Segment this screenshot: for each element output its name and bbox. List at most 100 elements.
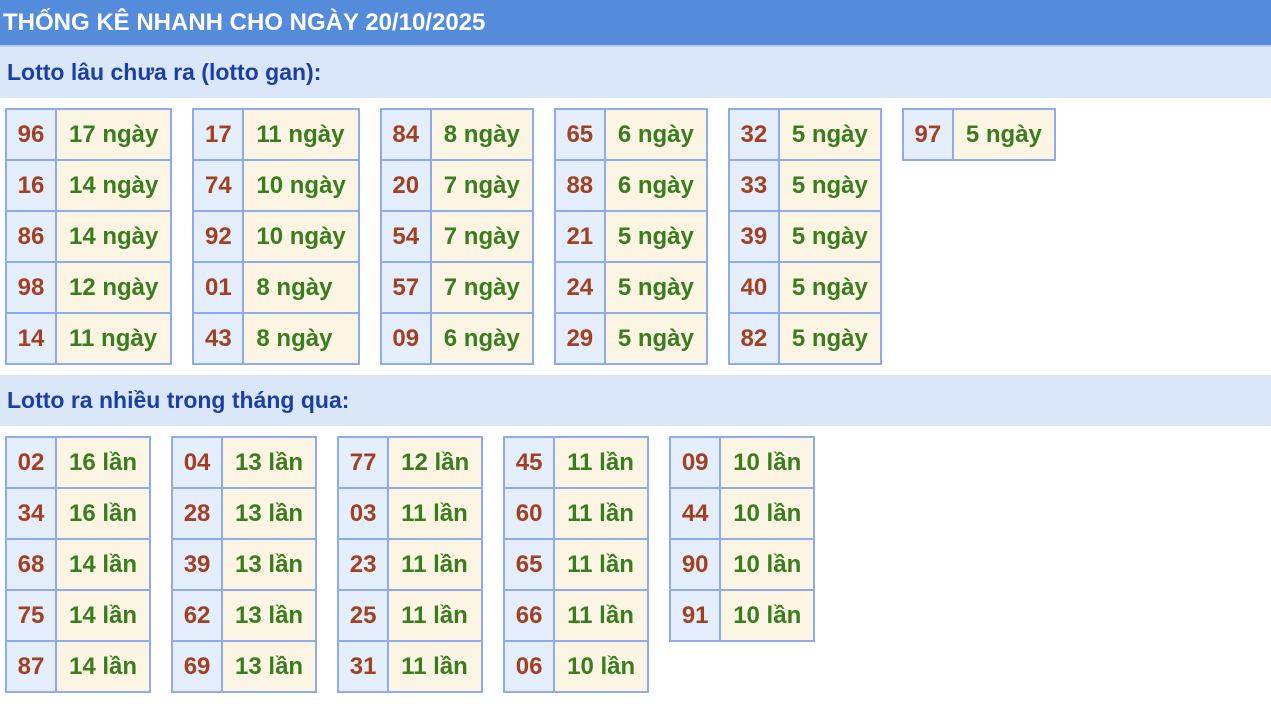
table-row: 34 16 lần (5, 487, 152, 540)
table-row: 39 5 ngày (727, 210, 882, 263)
lotto-count: 6 ngày (603, 108, 708, 161)
lotto-number: 92 (192, 210, 245, 263)
table-row: 75 14 lần (5, 589, 152, 642)
table-row: 29 5 ngày (553, 312, 708, 365)
lotto-number: 23 (337, 538, 390, 591)
table-row: 03 11 lần (337, 487, 484, 540)
table-row: 17 11 ngày (192, 108, 360, 161)
page-title: THỐNG KÊ NHANH CHO NGÀY 20/10/2025 (0, 0, 1271, 47)
table-row: 21 5 ngày (553, 210, 708, 263)
lotto-number: 87 (5, 640, 57, 693)
lotto-count: 14 ngày (54, 159, 173, 212)
lotto-count: 5 ngày (603, 210, 708, 263)
lotto-count: 10 ngày (242, 210, 360, 263)
lotto-number: 60 (503, 487, 556, 540)
lotto-count: 8 ngày (242, 312, 360, 365)
lotto-number: 75 (5, 589, 57, 642)
lotto-count: 16 lần (54, 487, 152, 540)
table-row: 84 8 ngày (379, 108, 534, 161)
lotto-count: 14 ngày (54, 210, 173, 263)
lotto-number: 98 (5, 261, 57, 314)
lotto-number: 65 (503, 538, 556, 591)
lotto-number: 03 (337, 487, 390, 540)
table-row: 66 11 lần (503, 589, 650, 642)
lotto-count: 11 lần (553, 487, 650, 540)
lotto-count: 5 ngày (777, 312, 882, 365)
table-row: 65 11 lần (503, 538, 650, 591)
lotto-count: 5 ngày (777, 108, 882, 161)
lotto-number: 44 (669, 487, 722, 540)
table-row: 16 14 ngày (5, 159, 173, 212)
lotto-count: 12 lần (387, 436, 484, 489)
lotto-count: 7 ngày (429, 210, 534, 263)
lotto-count: 17 ngày (54, 108, 173, 161)
table-row: 96 17 ngày (5, 108, 173, 161)
lotto-count: 10 ngày (242, 159, 360, 212)
lotto-number: 32 (727, 108, 780, 161)
lotto-count: 11 lần (387, 640, 484, 693)
table-row: 09 6 ngày (379, 312, 534, 365)
lotto-number: 31 (337, 640, 390, 693)
table-row: 02 16 lần (5, 436, 152, 489)
lotto-number: 69 (171, 640, 224, 693)
lotto-count: 7 ngày (429, 261, 534, 314)
nhieu-table: 02 16 lần 34 16 lần 68 14 lần 75 14 lần 87 14 lần (5, 436, 152, 693)
lotto-number: 28 (171, 487, 224, 540)
table-row: 43 8 ngày (192, 312, 360, 365)
lotto-number: 34 (5, 487, 57, 540)
lotto-count: 13 lần (221, 487, 318, 540)
lotto-number: 62 (171, 589, 224, 642)
lotto-count: 11 lần (387, 538, 484, 591)
table-row: 04 13 lần (171, 436, 318, 489)
table-row: 25 11 lần (337, 589, 484, 642)
lotto-count: 13 lần (221, 589, 318, 642)
table-row: 77 12 lần (337, 436, 484, 489)
section-title-lotto-nhieu: Lotto ra nhiều trong tháng qua: (0, 375, 1271, 426)
table-row: 40 5 ngày (727, 261, 882, 314)
table-row: 82 5 ngày (727, 312, 882, 365)
lotto-count: 14 lần (54, 538, 152, 591)
table-row: 54 7 ngày (379, 210, 534, 263)
lotto-count: 14 lần (54, 640, 152, 693)
table-row: 28 13 lần (171, 487, 318, 540)
lotto-number: 21 (553, 210, 606, 263)
table-row: 23 11 lần (337, 538, 484, 591)
lotto-number: 88 (553, 159, 606, 212)
lotto-number: 45 (503, 436, 556, 489)
lotto-count: 5 ngày (951, 108, 1056, 161)
lotto-count: 11 lần (387, 589, 484, 642)
table-row: 24 5 ngày (553, 261, 708, 314)
table-row: 09 10 lần (669, 436, 816, 489)
lotto-number: 65 (553, 108, 606, 161)
table-row: 65 6 ngày (553, 108, 708, 161)
lotto-count: 13 lần (221, 538, 318, 591)
lotto-count: 10 lần (719, 589, 816, 642)
table-row: 74 10 ngày (192, 159, 360, 212)
nhieu-table: 77 12 lần 03 11 lần 23 11 lần 25 11 lần 31 11 lần (337, 436, 484, 693)
table-row: 06 10 lần (503, 640, 650, 693)
nhieu-table: 04 13 lần 28 13 lần 39 13 lần 62 13 lần 69 13 lần (171, 436, 318, 693)
lotto-count: 12 ngày (54, 261, 173, 314)
lotto-nhieu-tables: 02 16 lần 34 16 lần 68 14 lần 75 14 lần 87 14 lần… (0, 426, 1271, 703)
lotto-count: 10 lần (719, 436, 816, 489)
table-row: 88 6 ngày (553, 159, 708, 212)
table-row: 01 8 ngày (192, 261, 360, 314)
lotto-number: 09 (669, 436, 722, 489)
lotto-count: 13 lần (221, 640, 318, 693)
lotto-number: 33 (727, 159, 780, 212)
table-row: 62 13 lần (171, 589, 318, 642)
table-row: 44 10 lần (669, 487, 816, 540)
lotto-number: 77 (337, 436, 390, 489)
lotto-number: 97 (901, 108, 954, 161)
lotto-number: 24 (553, 261, 606, 314)
lotto-number: 06 (503, 640, 556, 693)
lotto-count: 13 lần (221, 436, 318, 489)
lotto-number: 40 (727, 261, 780, 314)
lotto-count: 6 ngày (603, 159, 708, 212)
nhieu-table: 45 11 lần 60 11 lần 65 11 lần 66 11 lần 06 10 lần (503, 436, 650, 693)
table-row: 45 11 lần (503, 436, 650, 489)
table-row: 87 14 lần (5, 640, 152, 693)
gan-table: 84 8 ngày 20 7 ngày 54 7 ngày 57 7 ngày 09 6 ngày (379, 108, 534, 365)
lotto-number: 43 (192, 312, 245, 365)
lotto-count: 11 lần (553, 589, 650, 642)
